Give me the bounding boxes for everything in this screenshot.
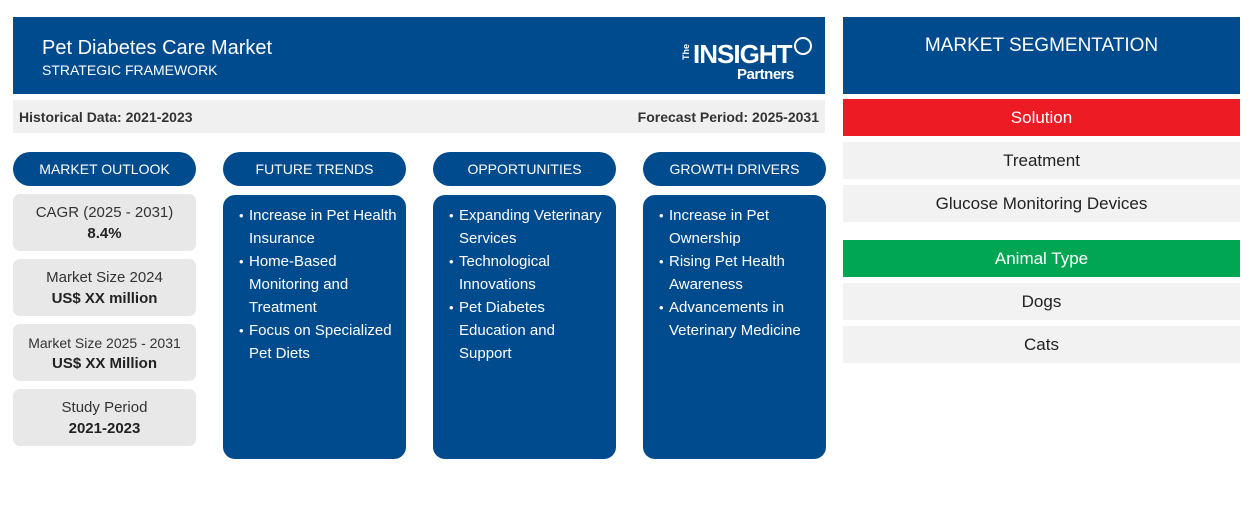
logo-the-text: The — [681, 43, 692, 61]
stat-label: Market Size 2024 — [46, 269, 163, 286]
market-segmentation-title: MARKET SEGMENTATION — [843, 17, 1240, 94]
period-bar: Historical Data: 2021-2023 Forecast Peri… — [13, 100, 825, 133]
stat-value: US$ XX million — [51, 290, 158, 307]
market-outlook-header: MARKET OUTLOOK — [13, 152, 196, 186]
historical-data-label: Historical Data: 2021-2023 — [19, 109, 193, 125]
stat-value: US$ XX Million — [51, 355, 157, 372]
logo-ring-icon — [794, 37, 812, 55]
market-outlook-column: MARKET OUTLOOK CAGR (2025 - 2031) 8.4% M… — [13, 152, 196, 446]
segment-item-treatment: Treatment — [843, 142, 1240, 179]
growth-drivers-column: GROWTH DRIVERS Increase in Pet Ownership… — [643, 152, 826, 459]
segment-item-glucose-monitoring-devices: Glucose Monitoring Devices — [843, 185, 1240, 222]
report-title-banner: Pet Diabetes Care Market STRATEGIC FRAME… — [13, 17, 825, 94]
list-item: Rising Pet Health Awareness — [659, 250, 820, 296]
growth-drivers-card: Increase in Pet Ownership Rising Pet Hea… — [643, 195, 826, 459]
stat-market-size-2024: Market Size 2024 US$ XX million — [13, 259, 196, 316]
stat-market-size-forecast: Market Size 2025 - 2031 US$ XX Million — [13, 324, 196, 381]
stat-value: 8.4% — [87, 225, 122, 242]
list-item: Technological Innovations — [449, 250, 610, 296]
list-item: Expanding Veterinary Services — [449, 204, 610, 250]
list-item: Focus on Specialized Pet Diets — [239, 319, 400, 365]
opportunities-card: Expanding Veterinary Services Technologi… — [433, 195, 616, 459]
future-trends-header: FUTURE TRENDS — [223, 152, 406, 186]
growth-drivers-header: GROWTH DRIVERS — [643, 152, 826, 186]
list-item: Home-Based Monitoring and Treatment — [239, 250, 400, 319]
future-trends-column: FUTURE TRENDS Increase in Pet Health Ins… — [223, 152, 406, 459]
list-item: Increase in Pet Ownership — [659, 204, 820, 250]
segment-item-dogs: Dogs — [843, 283, 1240, 320]
stat-cagr: CAGR (2025 - 2031) 8.4% — [13, 194, 196, 251]
logo-insight-text: INSIGHT — [693, 39, 792, 69]
insight-partners-logo: The INSIGHT Partners — [668, 29, 818, 89]
stat-study-period: Study Period 2021-2023 — [13, 389, 196, 446]
list-item: Increase in Pet Health Insurance — [239, 204, 400, 250]
page-title: Pet Diabetes Care Market — [42, 37, 273, 59]
forecast-period-label: Forecast Period: 2025-2031 — [637, 109, 819, 125]
stat-label: Study Period — [61, 399, 148, 416]
segment-category-solution: Solution — [843, 99, 1240, 136]
stat-label: Market Size 2025 - 2031 — [28, 335, 181, 351]
opportunities-column: OPPORTUNITIES Expanding Veterinary Servi… — [433, 152, 616, 459]
stat-label: CAGR (2025 - 2031) — [35, 204, 174, 221]
segment-category-animal-type: Animal Type — [843, 240, 1240, 277]
page-subtitle: STRATEGIC FRAMEWORK — [42, 62, 218, 78]
logo-partners-text: Partners — [737, 66, 794, 83]
list-item: Advancements in Veterinary Medicine — [659, 296, 820, 342]
future-trends-card: Increase in Pet Health Insurance Home-Ba… — [223, 195, 406, 459]
opportunities-header: OPPORTUNITIES — [433, 152, 616, 186]
segment-item-cats: Cats — [843, 326, 1240, 363]
stat-value: 2021-2023 — [68, 420, 141, 437]
list-item: Pet Diabetes Education and Support — [449, 296, 610, 365]
